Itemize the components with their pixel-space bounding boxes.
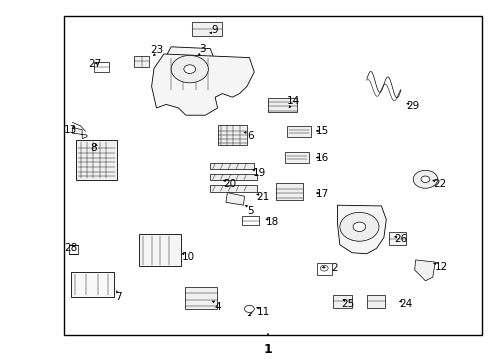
- Text: 21: 21: [256, 192, 269, 202]
- Circle shape: [183, 65, 195, 73]
- Text: 17: 17: [315, 189, 329, 199]
- Bar: [71, 272, 114, 297]
- Text: 27: 27: [88, 59, 102, 69]
- Text: 9: 9: [211, 24, 218, 35]
- Text: 7: 7: [115, 292, 122, 302]
- Polygon shape: [225, 193, 244, 205]
- Text: 10: 10: [182, 252, 194, 262]
- Bar: [284, 152, 308, 163]
- Text: 15: 15: [315, 126, 329, 136]
- Polygon shape: [151, 54, 254, 115]
- Text: 25: 25: [341, 299, 354, 309]
- Bar: [76, 140, 117, 180]
- Circle shape: [244, 305, 254, 312]
- Text: 26: 26: [393, 234, 407, 244]
- Circle shape: [339, 212, 378, 241]
- Text: 22: 22: [432, 179, 446, 189]
- Text: 8: 8: [90, 143, 97, 153]
- Text: 18: 18: [265, 217, 279, 228]
- Text: 3: 3: [199, 44, 206, 54]
- Bar: [267, 98, 297, 112]
- Bar: [388, 232, 405, 245]
- Bar: [134, 56, 149, 67]
- Text: 4: 4: [214, 302, 221, 312]
- Bar: [242, 216, 259, 225]
- Bar: [286, 126, 310, 137]
- Text: 5: 5: [247, 206, 254, 216]
- Text: 16: 16: [315, 153, 329, 163]
- Polygon shape: [72, 128, 87, 139]
- Bar: [210, 185, 256, 192]
- Polygon shape: [414, 260, 434, 281]
- Text: 29: 29: [406, 101, 419, 111]
- Text: 24: 24: [398, 299, 412, 309]
- Bar: [333, 295, 351, 308]
- Text: 28: 28: [64, 243, 78, 253]
- Bar: [139, 234, 181, 266]
- Text: 20: 20: [223, 179, 236, 189]
- Bar: [276, 183, 303, 200]
- Bar: [184, 287, 216, 309]
- Polygon shape: [161, 47, 215, 90]
- Text: 2: 2: [331, 263, 338, 273]
- Circle shape: [171, 55, 208, 83]
- Text: 23: 23: [149, 45, 163, 55]
- Bar: [63, 16, 481, 335]
- Circle shape: [352, 222, 365, 231]
- Bar: [94, 62, 108, 72]
- Bar: [217, 125, 246, 145]
- Bar: [366, 295, 385, 308]
- Bar: [69, 245, 78, 254]
- Text: 19: 19: [252, 168, 265, 178]
- Circle shape: [412, 170, 437, 188]
- Bar: [192, 22, 221, 36]
- Bar: [210, 163, 254, 169]
- Bar: [210, 174, 256, 180]
- Polygon shape: [337, 205, 386, 254]
- Circle shape: [320, 265, 327, 271]
- Text: 14: 14: [286, 96, 300, 106]
- Bar: [316, 263, 331, 275]
- Text: 11: 11: [256, 307, 270, 318]
- Circle shape: [420, 176, 429, 183]
- Text: 6: 6: [247, 131, 254, 141]
- Text: 12: 12: [434, 262, 447, 272]
- Text: 13: 13: [64, 125, 78, 135]
- Text: 1: 1: [263, 343, 272, 356]
